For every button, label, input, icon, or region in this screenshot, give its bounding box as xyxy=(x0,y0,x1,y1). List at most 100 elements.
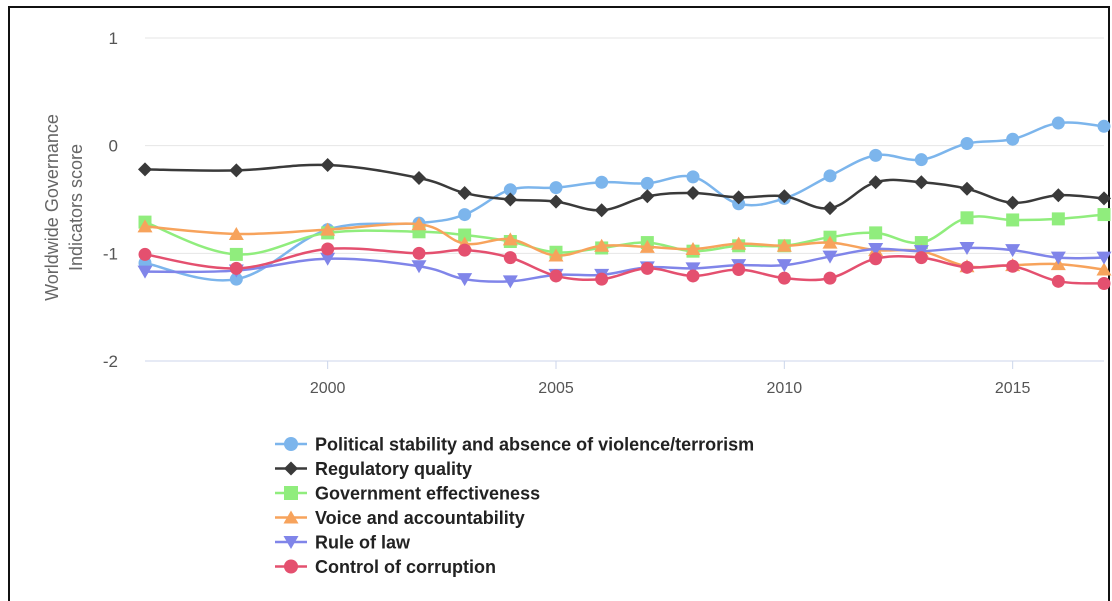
data-point xyxy=(639,239,655,253)
data-point xyxy=(686,170,700,184)
x-tick-label: 2015 xyxy=(995,380,1031,397)
data-point xyxy=(229,163,244,178)
legend-label: Political stability and absence of viole… xyxy=(315,435,754,455)
data-point xyxy=(1006,213,1020,227)
data-point xyxy=(412,170,426,185)
data-point xyxy=(594,238,610,252)
data-point xyxy=(1051,116,1065,130)
data-point xyxy=(869,252,883,266)
data-point xyxy=(458,208,472,222)
chart-frame xyxy=(8,6,1110,601)
x-tick-label: 2000 xyxy=(310,380,346,397)
data-point xyxy=(731,190,746,205)
data-point xyxy=(549,194,563,209)
data-point xyxy=(457,273,473,287)
data-point xyxy=(1097,208,1111,222)
series-6 xyxy=(138,242,1111,290)
data-point xyxy=(321,242,335,256)
legend-symbol xyxy=(284,486,298,500)
data-point xyxy=(137,265,153,279)
data-point xyxy=(731,236,747,250)
y-axis-label: Worldwide Governance Indicators score xyxy=(42,114,86,301)
series-line xyxy=(144,163,1105,212)
data-point xyxy=(960,260,974,274)
data-point xyxy=(503,251,517,265)
data-point xyxy=(458,228,472,242)
data-point xyxy=(548,248,564,262)
y-tick-label: 1 xyxy=(109,29,118,48)
data-point xyxy=(411,217,427,231)
legend-item[interactable]: Control of corruption xyxy=(275,557,496,577)
data-point xyxy=(1050,251,1066,265)
data-point xyxy=(776,259,792,273)
legend-item[interactable]: Government effectiveness xyxy=(275,484,540,504)
data-point xyxy=(320,252,336,266)
data-point xyxy=(138,247,152,261)
series-layer xyxy=(137,116,1112,290)
legend-label: Government effectiveness xyxy=(315,484,540,504)
data-point xyxy=(502,232,518,246)
data-point xyxy=(549,181,563,195)
data-point xyxy=(640,176,654,190)
data-point xyxy=(869,226,883,240)
data-point xyxy=(1096,251,1112,265)
data-point xyxy=(138,162,152,177)
data-point xyxy=(914,153,928,167)
data-point xyxy=(959,241,975,255)
data-point xyxy=(1006,259,1020,273)
legend-label: Rule of law xyxy=(315,533,411,553)
data-point xyxy=(320,158,335,173)
data-point xyxy=(457,186,472,201)
y-tick-label: 0 xyxy=(109,137,118,156)
data-point xyxy=(1005,195,1020,210)
legend: Political stability and absence of viole… xyxy=(275,435,754,577)
legend-item[interactable]: Regulatory quality xyxy=(275,459,472,479)
data-point xyxy=(412,246,426,260)
data-point xyxy=(229,247,243,261)
data-point xyxy=(823,271,837,285)
data-point xyxy=(640,261,654,275)
data-point xyxy=(777,271,791,285)
data-point xyxy=(914,251,928,265)
legend-item[interactable]: Rule of law xyxy=(275,533,411,553)
y-tick-label: -2 xyxy=(103,352,118,371)
data-point xyxy=(229,272,243,286)
legend-item[interactable]: Voice and accountability xyxy=(275,508,525,528)
data-point xyxy=(1097,119,1111,133)
data-point xyxy=(823,201,837,216)
y-tick-label: -1 xyxy=(103,244,118,263)
data-point xyxy=(960,137,974,151)
data-point xyxy=(594,203,609,218)
data-point xyxy=(822,235,838,249)
data-point xyxy=(228,226,244,240)
data-point xyxy=(1051,274,1065,288)
legend-item[interactable]: Political stability and absence of viole… xyxy=(275,435,754,455)
x-tick-label: 2010 xyxy=(767,380,803,397)
data-point xyxy=(868,175,883,190)
data-point xyxy=(822,250,838,264)
data-point xyxy=(914,175,929,190)
data-point xyxy=(868,243,884,257)
series-1 xyxy=(138,116,1111,286)
data-point xyxy=(595,272,609,286)
legend-symbol xyxy=(284,461,298,476)
data-point xyxy=(732,262,746,276)
axes: 1 0 -1 -2 2000 2005 2010 2015 Worldwide Governan… xyxy=(42,29,1031,397)
data-point xyxy=(960,211,974,225)
data-point xyxy=(549,269,563,283)
data-point xyxy=(503,183,517,197)
legend-label: Regulatory quality xyxy=(315,459,472,479)
data-point xyxy=(1005,244,1021,258)
data-point xyxy=(686,186,700,201)
data-point xyxy=(1097,191,1111,206)
data-point xyxy=(503,192,518,207)
data-point xyxy=(869,148,883,162)
x-tick-label: 2005 xyxy=(538,380,574,397)
data-point xyxy=(137,219,153,233)
data-point xyxy=(777,189,792,204)
data-point xyxy=(685,242,701,256)
data-point xyxy=(1051,212,1065,226)
data-point xyxy=(960,181,974,196)
legend-label: Voice and accountability xyxy=(315,508,525,528)
